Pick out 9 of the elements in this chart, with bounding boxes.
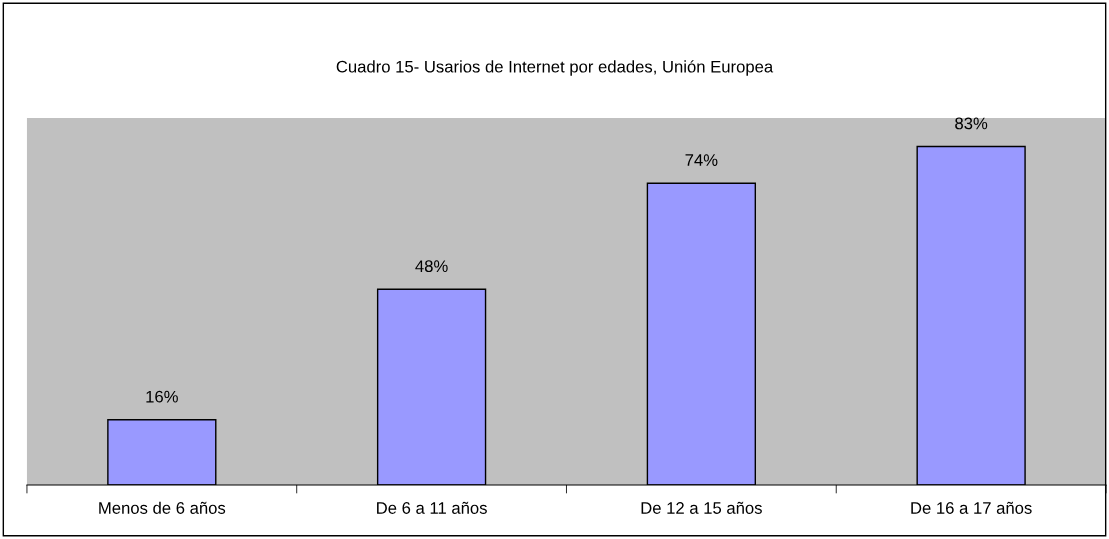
x-tick-label: De 16 a 17 años [911,501,1032,514]
data-label: 83% [955,117,988,130]
x-tick-label: De 12 a 15 años [641,501,762,514]
data-label: 16% [146,390,178,403]
x-tick-label: De 6 a 11 años [377,501,487,514]
data-label: 48% [415,260,448,273]
x-tick-label: Menos de 6 años [99,501,226,514]
chart-title: Cuadro 15- Usarios de Internet por edades, Unión Europea [336,60,774,76]
data-label: 74% [685,154,718,166]
